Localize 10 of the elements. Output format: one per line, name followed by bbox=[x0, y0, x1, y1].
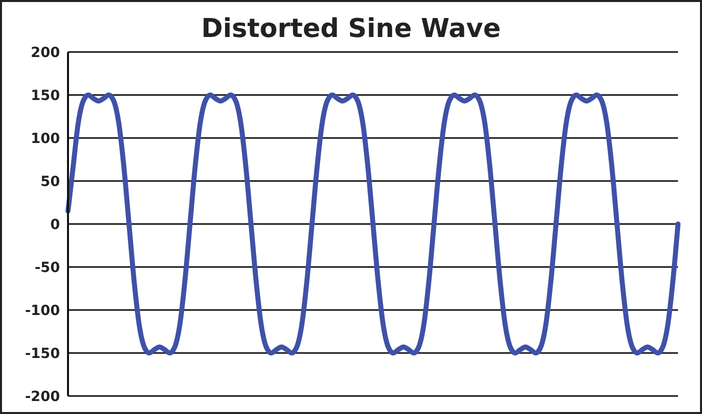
y-tick-label: -50 bbox=[34, 260, 60, 276]
y-tick-label: 0 bbox=[50, 216, 60, 233]
y-tick-label: -200 bbox=[24, 388, 60, 405]
y-tick-label: -150 bbox=[24, 346, 60, 362]
y-tick-label: 150 bbox=[30, 88, 60, 104]
y-tick-label: -100 bbox=[24, 302, 60, 319]
y-tick-label: 50 bbox=[40, 174, 60, 190]
chart-title: Distorted Sine Wave bbox=[200, 14, 502, 44]
y-tick-label: 200 bbox=[30, 44, 60, 61]
y-tick-label: 100 bbox=[30, 130, 60, 147]
